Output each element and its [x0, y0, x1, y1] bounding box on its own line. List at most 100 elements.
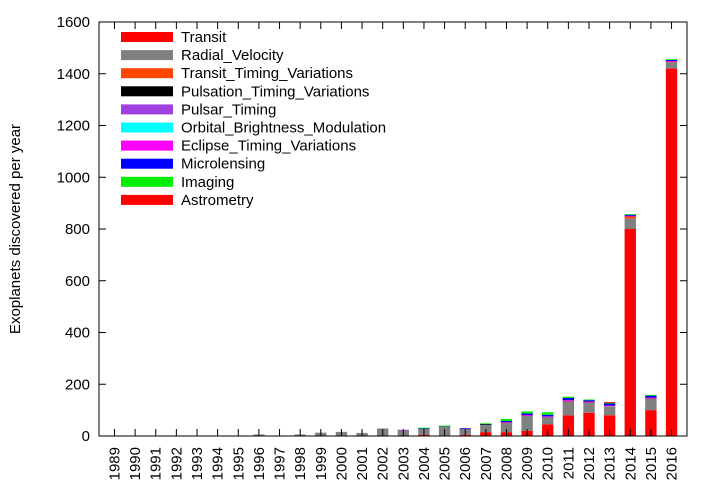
x-tick-label: 1993: [189, 447, 206, 480]
bar-2014-series-8: [624, 213, 636, 215]
y-tick-label: 1400: [57, 66, 90, 83]
x-tick-label: 2004: [416, 447, 433, 480]
x-tick-label: 2011: [560, 447, 577, 479]
bar-2014-series-0: [624, 229, 636, 436]
bar-2011-series-7: [562, 397, 575, 401]
legend-swatch-0: [121, 32, 173, 42]
x-tick-label: 2012: [581, 447, 598, 480]
bar-2009-series-8: [521, 411, 533, 414]
bar-2008-series-8: [500, 418, 513, 421]
bar-2012-series-6: [583, 401, 595, 403]
bar-2013-series-0: [603, 415, 616, 436]
y-tick-label: 400: [65, 325, 90, 342]
bar-2009-series-1: [521, 415, 533, 431]
bar-2009-series-7: [521, 413, 533, 416]
bar-2015-series-6: [645, 397, 657, 399]
legend-swatch-6: [121, 140, 173, 151]
bar-2014-series-2: [624, 216, 636, 219]
x-tick-label: 2013: [602, 447, 619, 480]
legend-label-6: Eclipse_Timing_Variations: [181, 138, 356, 155]
legend-label-9: Astrometry: [181, 192, 254, 209]
bar-2013-series-7: [603, 403, 616, 406]
legend-swatch-4: [121, 104, 173, 115]
bar-2004-series-8: [418, 427, 430, 429]
legend-swatch-3: [121, 86, 173, 97]
x-tick-label: 1989: [106, 447, 123, 480]
x-tick-label: 2014: [622, 447, 639, 480]
bar-2016-series-8: [665, 59, 678, 61]
x-tick-label: 1992: [168, 447, 185, 480]
bar-2015-series-8: [645, 394, 657, 396]
bar-2009-series-6: [521, 415, 533, 416]
bar-2011-series-8: [562, 396, 575, 398]
bar-2007-series-1: [480, 424, 492, 433]
y-tick-label: 1600: [57, 14, 90, 31]
x-tick-label: 2003: [395, 447, 412, 480]
legend-swatch-7: [121, 158, 173, 169]
x-tick-label: 2006: [457, 447, 474, 480]
y-tick-label: 200: [65, 376, 90, 393]
x-axis-ticks: 1989 1990 1991 1992 1993 1994 1995 1996 1997 1998…: [106, 22, 681, 480]
bar-2014-series-6: [624, 215, 636, 217]
x-tick-label: 1991: [148, 447, 165, 480]
x-tick-label: 2009: [519, 447, 536, 480]
legend-label-3: Pulsation_Timing_Variations: [181, 83, 369, 100]
bar-2014-series-1: [624, 218, 636, 229]
legend-label-2: Transit_Timing_Variations: [181, 65, 353, 82]
y-tick-label: 1200: [57, 118, 90, 135]
x-tick-label: 2000: [333, 447, 350, 480]
y-tick-label: 1000: [57, 169, 90, 186]
bar-2008-series-6: [500, 422, 513, 423]
bar-2016-series-6: [665, 61, 678, 62]
x-tick-label: 1996: [251, 447, 268, 480]
bar-2010-series-8: [542, 412, 554, 415]
x-tick-label: 2016: [664, 447, 681, 480]
bar-2008-series-1: [500, 422, 513, 433]
bar-2014-series-7: [624, 214, 636, 216]
bar-2012-series-8: [583, 399, 595, 401]
x-tick-label: 1995: [230, 447, 247, 480]
bar-2016-series-0: [665, 68, 678, 436]
bar-2007-series-3: [480, 424, 492, 425]
legend-swatch-1: [121, 50, 173, 61]
bar-2011-series-4: [562, 400, 575, 402]
bar-2011-series-1: [562, 401, 575, 416]
bar-2013-series-1: [603, 406, 616, 416]
legend-swatch-2: [121, 68, 173, 79]
legend-swatch-8: [121, 176, 173, 187]
bar-2012-series-1: [583, 402, 595, 413]
bar-2015-series-1: [645, 398, 657, 411]
bar-2006-series-7: [459, 428, 471, 430]
x-tick-label: 2001: [354, 447, 371, 480]
legend-label-7: Microlensing: [181, 156, 265, 173]
x-tick-label: 2007: [478, 447, 495, 480]
bar-2016-series-7: [665, 59, 678, 62]
bar-2012-series-7: [583, 400, 595, 402]
x-tick-label: 2015: [643, 447, 660, 480]
bar-2007-series-8: [480, 423, 492, 425]
bar-2013-series-6: [603, 405, 616, 407]
bar-2010-series-1: [542, 416, 554, 425]
y-tick-label: 0: [82, 428, 90, 445]
x-tick-label: 1998: [292, 447, 309, 480]
bar-2013-series-9: [603, 402, 616, 403]
x-tick-label: 2008: [498, 447, 515, 480]
y-axis-label: Exoplanets discovered per year: [7, 124, 24, 334]
bar-2011-series-6: [562, 400, 575, 401]
bar-2005-series-8: [438, 425, 451, 427]
legend-label-5: Orbital_Brightness_Modulation: [181, 120, 386, 137]
bar-2008-series-7: [500, 420, 513, 423]
bar-2010-series-7: [542, 414, 554, 417]
x-tick-label: 1994: [210, 447, 227, 480]
legend-label-8: Imaging: [181, 174, 234, 191]
y-tick-label: 600: [65, 273, 90, 290]
legend-label-0: Transit: [181, 29, 227, 46]
bar-2004-series-7: [418, 428, 430, 430]
bar-2015-series-7: [645, 395, 657, 398]
bar-2012-series-0: [583, 412, 595, 436]
x-tick-label: 2002: [375, 447, 392, 480]
y-tick-label: 800: [65, 221, 90, 238]
x-tick-label: 2010: [540, 447, 557, 480]
x-tick-label: 1999: [313, 447, 330, 480]
bar-2015-series-0: [645, 410, 657, 437]
